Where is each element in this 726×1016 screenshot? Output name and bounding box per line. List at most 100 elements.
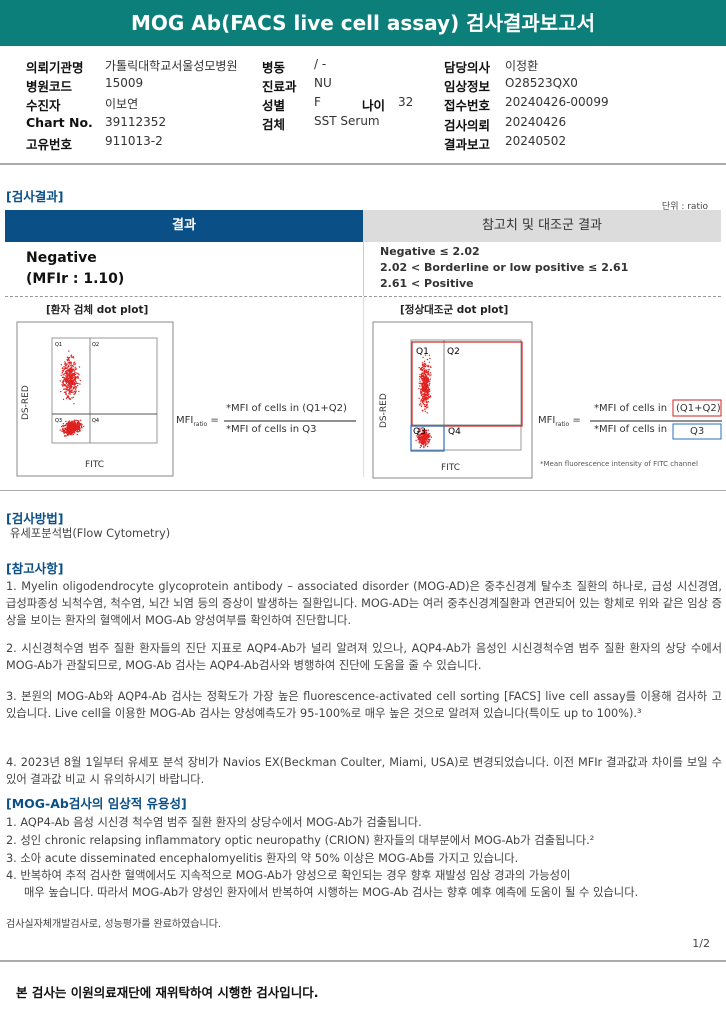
dot	[71, 397, 73, 399]
dot	[77, 373, 79, 375]
dot	[69, 384, 71, 386]
dot	[62, 425, 64, 427]
dot	[424, 408, 426, 410]
patient-q3: Q3	[55, 418, 62, 424]
utility-1: 1. AQP4-Ab 음성 시신경 척수염 범주 질환 환자의 상당수에서 MO…	[6, 816, 422, 829]
dot	[421, 364, 424, 366]
dot	[59, 429, 61, 431]
dot	[72, 369, 74, 371]
dot	[419, 378, 421, 380]
dot	[429, 382, 431, 385]
dot	[65, 392, 67, 395]
dot	[425, 407, 428, 409]
dot	[62, 427, 64, 430]
patient-q1: Q1	[55, 342, 62, 348]
dot-plots: Q1 Q2 Q3 Q4 DS-RED FITC Q1 Q2 Q3 Q4 DS-RED F…	[16, 321, 722, 479]
dot	[424, 366, 426, 368]
dot	[71, 369, 73, 372]
dot	[68, 356, 71, 359]
dot	[73, 420, 76, 422]
utility-4-cont: 매우 높습니다. 따라서 MOG-Ab가 양성인 환자에서 반복하여 시행하는 …	[24, 886, 639, 899]
dot	[78, 420, 80, 422]
dot	[66, 423, 68, 425]
footer: 본 검사는 이원의료재단에 재위탁하여 시행한 검사입니다.	[0, 960, 726, 1016]
dot	[418, 397, 420, 399]
dot	[78, 422, 80, 424]
dot	[417, 439, 419, 441]
dot	[422, 438, 425, 440]
dot	[67, 429, 69, 431]
dot	[74, 363, 77, 365]
dot	[74, 429, 77, 432]
dot	[424, 354, 427, 356]
dot	[416, 431, 419, 433]
dot	[72, 427, 75, 429]
dot	[66, 433, 68, 435]
dot	[68, 388, 71, 390]
dot	[422, 432, 424, 434]
dot	[422, 429, 424, 431]
dot	[423, 431, 425, 433]
dot	[70, 429, 73, 431]
dot	[423, 360, 426, 362]
dot	[428, 439, 431, 441]
dot	[79, 428, 81, 430]
dot	[79, 383, 81, 385]
dot	[418, 440, 420, 443]
dot	[426, 371, 428, 373]
dot	[427, 406, 429, 408]
dot	[68, 390, 71, 392]
dot	[62, 398, 65, 401]
dot	[426, 385, 428, 387]
dot	[60, 374, 62, 376]
dot	[65, 384, 67, 386]
dot	[64, 428, 67, 430]
dot	[424, 445, 426, 447]
dot	[427, 439, 430, 441]
dot	[428, 393, 430, 395]
utility-3: 3. 소아 acute disseminated encephalomyelit…	[6, 852, 519, 865]
dot	[419, 442, 421, 444]
dot	[66, 388, 68, 391]
dot	[62, 376, 64, 378]
dot	[69, 389, 71, 391]
dot	[420, 404, 422, 406]
dot	[61, 426, 63, 428]
dot	[423, 403, 426, 406]
dot	[76, 429, 78, 431]
dot	[424, 410, 426, 413]
dot	[420, 398, 423, 400]
dot	[62, 423, 65, 425]
dot	[70, 375, 73, 377]
dot	[64, 372, 66, 375]
dot	[426, 394, 428, 397]
dot	[423, 405, 426, 407]
dot	[430, 436, 433, 438]
dot	[426, 401, 428, 404]
info-label: 의뢰기관명	[26, 60, 84, 75]
dot	[68, 426, 70, 429]
info-label: 고유번호	[26, 137, 73, 152]
dot	[69, 374, 72, 376]
dot	[72, 433, 74, 436]
dot	[421, 401, 424, 403]
control-axes	[410, 339, 522, 451]
dot	[60, 364, 63, 366]
dot	[420, 440, 422, 443]
dot	[422, 435, 424, 437]
dot	[68, 350, 70, 352]
dot	[65, 370, 68, 372]
info-label: 성별	[262, 98, 286, 113]
dot	[425, 400, 427, 403]
dot	[79, 419, 82, 421]
mfi-ratio-label-control: MFIratio =	[538, 415, 581, 428]
control-denominator-box: Q3	[690, 426, 705, 437]
dot	[420, 390, 422, 392]
reference-ranges: Negative ≤ 2.02 2.02 < Borderline or low…	[380, 244, 628, 292]
dot	[420, 405, 423, 408]
dot	[419, 446, 421, 449]
dot	[69, 363, 72, 365]
dot	[68, 382, 70, 384]
dot	[422, 393, 424, 396]
dot	[425, 399, 427, 401]
